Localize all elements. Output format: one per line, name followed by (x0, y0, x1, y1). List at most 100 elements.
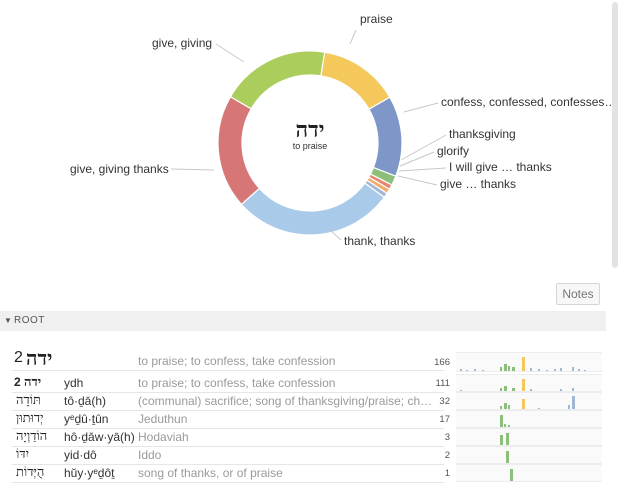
leader-line (349, 29, 357, 45)
hebrew-word[interactable]: יְדוּתוּן (16, 411, 44, 426)
leader-line (403, 102, 439, 113)
divider (12, 410, 444, 411)
sparkline-bar (522, 399, 525, 409)
sparkline-bar (460, 369, 462, 371)
slice-label: give, giving thanks (70, 162, 169, 176)
occurrence-count: 111 (435, 378, 450, 389)
word-row[interactable]: 2 ידה ydh to praise; to confess, take confe… (12, 374, 602, 392)
leader-line (329, 229, 342, 241)
leader-line (398, 167, 447, 172)
sparkline-bar (554, 369, 556, 371)
notes-button[interactable]: Notes (556, 283, 600, 305)
donut-slice[interactable] (229, 50, 326, 110)
sparkline-bar (546, 370, 548, 371)
sparkline-bar (466, 370, 468, 371)
sparkline-bar (504, 364, 507, 371)
sparkline-bar (568, 405, 570, 409)
leader-line (215, 43, 245, 63)
slice-label: confess, confessed, confesses… (441, 95, 612, 109)
center-gloss: to praise (293, 141, 328, 151)
sparkline-bar (500, 415, 503, 427)
distribution-sparkline (456, 428, 602, 446)
sparkline-bar (506, 451, 509, 463)
transliteration: hŭy·yᵉḏôṯ (64, 466, 115, 480)
sparkline-bar (504, 403, 507, 409)
sparkline-bar (538, 369, 540, 371)
divider (12, 370, 444, 371)
sparkline-bar (522, 379, 525, 391)
divider (12, 392, 444, 393)
divider (12, 428, 444, 429)
word-row[interactable]: יִדּוֹ yid·dô Iddo 2 (12, 446, 602, 464)
sparkline-bar (500, 367, 502, 371)
sparkline-bar (500, 406, 502, 409)
transliteration: tô·ḏā(h) (64, 394, 107, 408)
donut-slice[interactable] (240, 182, 386, 236)
transliteration: ydh (64, 376, 84, 390)
divider (12, 464, 444, 465)
occurrence-count: 3 (444, 432, 450, 443)
distribution-sparkline (456, 410, 602, 428)
sparkline-bar (584, 370, 586, 371)
sparkline-bar (508, 366, 510, 371)
occurrence-count: 1 (444, 468, 450, 479)
root-header-word: ידה (26, 346, 53, 370)
occurrence-count: 17 (439, 414, 450, 425)
word-row[interactable]: הוֹדַוְיָה hô·ḏǎw·yā(h) Hodaviah 3 (12, 428, 602, 446)
sparkline-bar (474, 369, 476, 371)
occurrence-count: 32 (439, 396, 450, 407)
sparkline-bar (530, 389, 532, 391)
divider (12, 446, 444, 447)
word-row[interactable]: הֻיְּדוֹת hŭy·yᵉḏôṯ song of thanks, or of … (12, 464, 602, 482)
hebrew-word[interactable]: יִדּוֹ (16, 447, 29, 462)
gloss-text: song of thanks, or of praise (138, 466, 283, 480)
slice-label: thanksgiving (449, 127, 516, 141)
gloss-text: (communal) sacrifice; song of thanksgivi… (138, 394, 438, 408)
hebrew-word[interactable]: הוֹדַוְיָה (16, 429, 48, 444)
sparkline-bar (560, 389, 562, 391)
root-header-sparkline (456, 352, 602, 372)
hebrew-word[interactable]: ידה (24, 375, 42, 390)
sparkline-bar (460, 390, 462, 391)
root-section-header[interactable]: ▼ ROOT (0, 311, 606, 331)
slice-label: give, giving (152, 36, 212, 50)
sparkline-bar (530, 368, 532, 371)
gloss-text: Jeduthun (138, 412, 188, 426)
sparkline-bar (560, 368, 562, 371)
root-section-title: ROOT (14, 315, 45, 326)
donut-slice[interactable] (217, 95, 261, 206)
root-header-row[interactable]: 2 ידה to praise; to confess, take confes… (12, 346, 602, 372)
sparkline-bar (578, 369, 580, 371)
donut-slice[interactable] (368, 96, 403, 177)
hebrew-word[interactable]: הֻיְּדוֹת (16, 465, 45, 480)
word-usage-donut-chart: praise confess, confessed, confesses… than… (70, 12, 612, 248)
distribution-sparkline (456, 446, 602, 464)
gloss-text: Iddo (138, 448, 162, 462)
sparkline-bar (504, 424, 506, 427)
leader-line (400, 134, 447, 161)
slice-label: give … thanks (440, 177, 516, 191)
donut-slice[interactable] (320, 51, 391, 110)
root-header-gloss: to praise; to confess, take confession (138, 354, 336, 368)
word-row[interactable]: יְדוּתוּן yᵉḏû·ṯûn Jeduthun 17 (12, 410, 602, 428)
word-number: 2 (14, 375, 21, 389)
leader-line (397, 175, 438, 186)
distribution-sparkline (456, 464, 602, 482)
leader-line (170, 168, 215, 171)
transliteration: yᵉḏû·ṯûn (64, 412, 109, 426)
sparkline-bar (522, 357, 525, 371)
sparkline-bar (500, 435, 503, 445)
hebrew-word[interactable]: תּוֹדָה (16, 393, 41, 408)
sparkline-bar (506, 433, 509, 445)
leader-line (399, 151, 435, 167)
word-row[interactable]: תּוֹדָה tô·ḏā(h) (communal) sacrifice; son… (12, 392, 602, 410)
collapse-triangle-icon[interactable]: ▼ (4, 316, 12, 325)
center-word: ידה (295, 117, 324, 143)
sparkline-bar (572, 367, 574, 371)
transliteration: hô·ḏǎw·yā(h) (64, 430, 135, 444)
scrollbar[interactable] (612, 2, 618, 268)
donut-svg: praise confess, confessed, confesses… than… (70, 12, 612, 248)
slice-label: praise (360, 12, 393, 26)
sparkline-bar (482, 370, 484, 371)
slice-label: thank, thanks (344, 234, 415, 248)
